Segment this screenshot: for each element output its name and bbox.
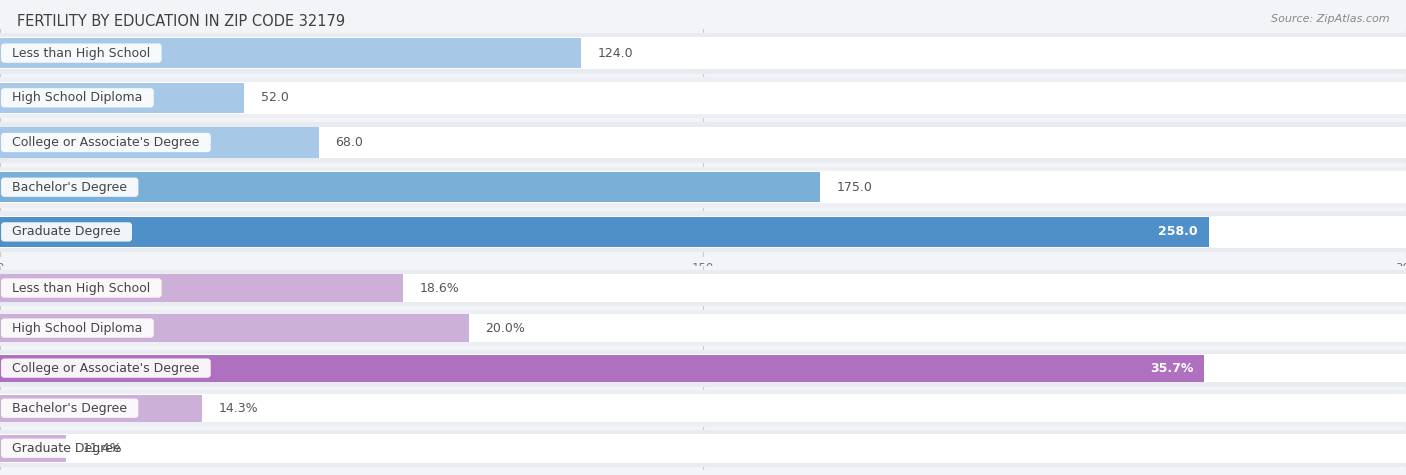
- Text: FERTILITY BY EDUCATION IN ZIP CODE 32179: FERTILITY BY EDUCATION IN ZIP CODE 32179: [17, 14, 344, 29]
- Bar: [0, 211, 1406, 253]
- Bar: [0, 126, 1406, 159]
- Text: Less than High School: Less than High School: [4, 282, 159, 294]
- Bar: [0, 172, 820, 202]
- Bar: [0, 167, 1406, 208]
- Text: Graduate Degree: Graduate Degree: [4, 442, 129, 455]
- Text: 68.0: 68.0: [336, 136, 363, 149]
- Text: High School Diploma: High School Diploma: [4, 322, 150, 334]
- Bar: [0, 434, 1406, 463]
- Bar: [0, 127, 319, 158]
- Text: 14.3%: 14.3%: [218, 402, 259, 415]
- Bar: [0, 171, 1406, 203]
- Text: 52.0: 52.0: [260, 91, 288, 104]
- Bar: [0, 390, 1406, 427]
- Bar: [0, 354, 1205, 382]
- Bar: [0, 314, 468, 342]
- Bar: [0, 83, 243, 113]
- Text: 124.0: 124.0: [598, 47, 634, 59]
- Bar: [0, 350, 1406, 387]
- Text: Source: ZipAtlas.com: Source: ZipAtlas.com: [1271, 14, 1389, 24]
- Bar: [0, 354, 1406, 382]
- Text: 175.0: 175.0: [837, 180, 873, 194]
- Bar: [0, 274, 1406, 302]
- Text: 11.4%: 11.4%: [83, 442, 122, 455]
- Bar: [0, 38, 581, 68]
- Bar: [0, 430, 1406, 466]
- Bar: [0, 394, 1406, 422]
- Text: 258.0: 258.0: [1159, 226, 1198, 238]
- Bar: [0, 122, 1406, 163]
- Bar: [0, 32, 1406, 74]
- Bar: [0, 37, 1406, 69]
- Text: Graduate Degree: Graduate Degree: [4, 226, 129, 238]
- Bar: [0, 275, 404, 302]
- Text: 18.6%: 18.6%: [420, 282, 460, 294]
- Bar: [0, 310, 1406, 346]
- Text: Less than High School: Less than High School: [4, 47, 159, 59]
- Bar: [0, 270, 1406, 306]
- Text: College or Associate's Degree: College or Associate's Degree: [4, 136, 208, 149]
- Bar: [0, 216, 1406, 248]
- Text: Bachelor's Degree: Bachelor's Degree: [4, 402, 135, 415]
- Text: 20.0%: 20.0%: [485, 322, 526, 334]
- Text: College or Associate's Degree: College or Associate's Degree: [4, 361, 208, 375]
- Bar: [0, 395, 201, 422]
- Bar: [0, 314, 1406, 342]
- Text: High School Diploma: High School Diploma: [4, 91, 150, 104]
- Bar: [0, 217, 1209, 247]
- Bar: [0, 77, 1406, 118]
- Text: 35.7%: 35.7%: [1150, 361, 1194, 375]
- Text: Bachelor's Degree: Bachelor's Degree: [4, 180, 135, 194]
- Bar: [0, 435, 66, 462]
- Bar: [0, 82, 1406, 114]
